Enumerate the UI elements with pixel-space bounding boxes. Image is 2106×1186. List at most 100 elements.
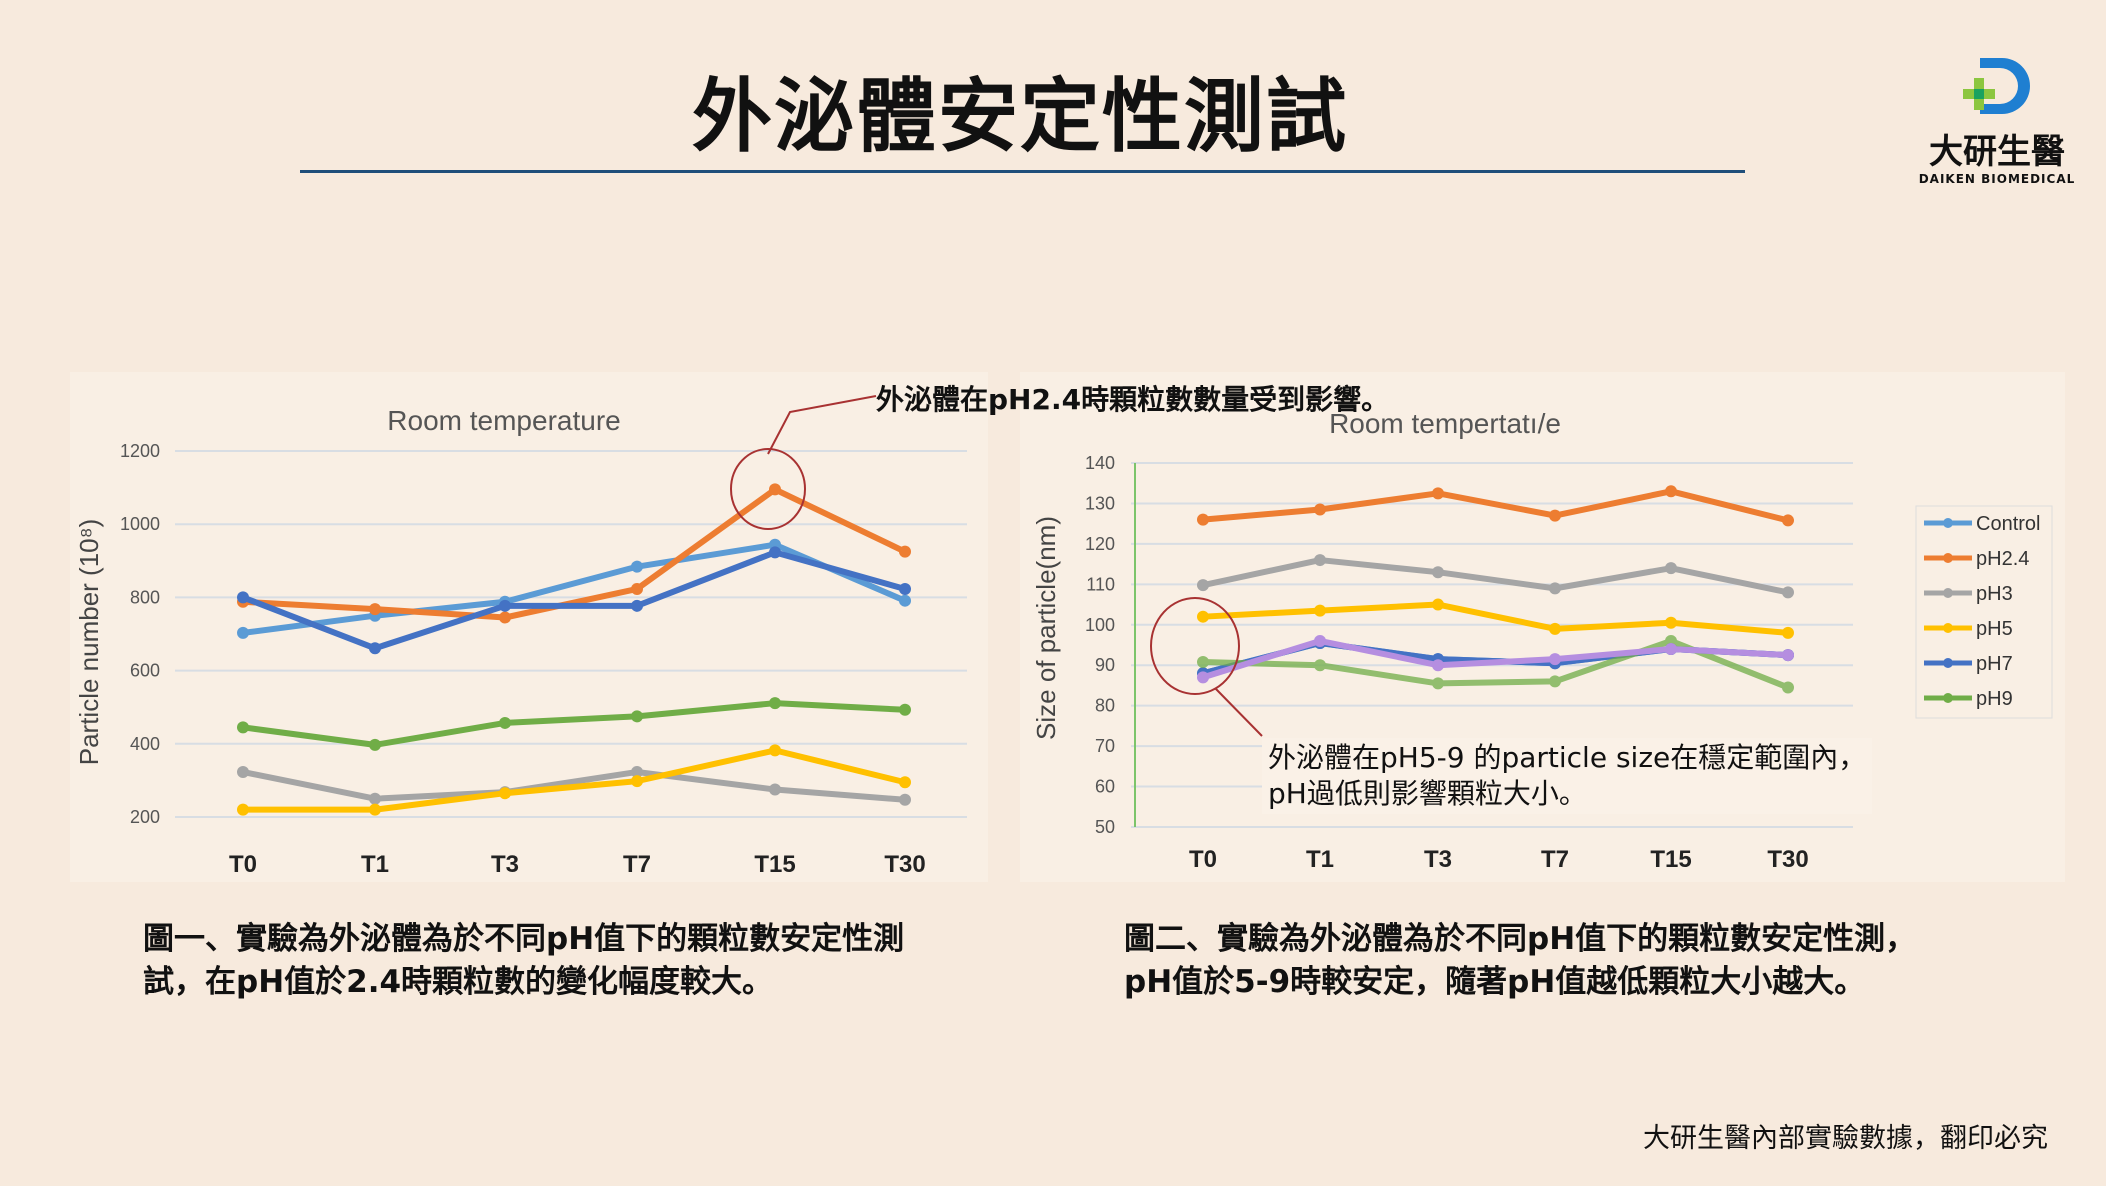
logo-name-en: DAIKEN BIOMEDICAL xyxy=(1918,172,2076,186)
page-title: 外泌體安定性測試 xyxy=(692,70,1348,163)
data-point xyxy=(769,744,781,757)
x-tick-label: T30 xyxy=(1767,846,1808,873)
data-point xyxy=(631,582,643,595)
particle-number-chart: 200 400 600 800 1000 1200 T0 T1 T3 T7 T15 T30 Room t… xyxy=(74,405,967,878)
data-point xyxy=(237,626,249,639)
series-line xyxy=(1202,557,1789,596)
y-tick-label: 1000 xyxy=(120,514,160,534)
data-point xyxy=(1314,604,1326,617)
y-tick-label: 70 xyxy=(1095,736,1115,756)
data-point xyxy=(1665,562,1677,575)
x-tick-label: T7 xyxy=(1541,846,1569,873)
caption-left: 圖一、實驗為外泌體為於不同pH值下的顆粒數安定性測 試，在pH值於2.4時顆粒數… xyxy=(143,918,904,1004)
x-tick-label: T0 xyxy=(1189,846,1217,873)
data-point xyxy=(769,783,781,796)
y-tick-label: 120 xyxy=(1085,534,1115,554)
series-ph7 xyxy=(1197,636,1794,680)
data-point xyxy=(769,697,781,710)
data-point xyxy=(369,642,381,655)
caption-right: 圖二、實驗為外泌體為於不同pH值下的顆粒數安定性測， pH值於5-9時較安定，隨… xyxy=(1124,918,1916,1004)
data-point xyxy=(1782,626,1794,639)
y-tick-label: 100 xyxy=(1085,615,1115,635)
logo-name-cn: 大研生醫 xyxy=(1929,132,2065,172)
data-point xyxy=(499,611,511,624)
x-tick-label: T0 xyxy=(229,851,257,878)
data-point xyxy=(899,776,911,789)
data-point xyxy=(1665,643,1677,656)
data-point xyxy=(1197,610,1209,623)
legend-label: pH7 xyxy=(1976,653,2013,675)
data-point xyxy=(899,582,911,595)
data-point xyxy=(631,775,643,788)
y-tick-label: 110 xyxy=(1086,574,1115,594)
data-point xyxy=(631,710,643,723)
legend-label: pH9 xyxy=(1976,688,2013,710)
y-tick-label: 60 xyxy=(1095,777,1115,797)
series-line xyxy=(242,541,907,636)
series-line xyxy=(241,549,906,652)
chart-title: Room temperature xyxy=(387,405,620,436)
data-point xyxy=(1314,634,1326,647)
series-line xyxy=(1202,637,1789,681)
copyright-footer: 大研生醫內部實驗數據，翻印必究 xyxy=(1643,1123,2048,1154)
data-point xyxy=(237,803,249,816)
data-point xyxy=(899,703,911,716)
legend-label: pH5 xyxy=(1976,618,2013,640)
data-point xyxy=(1549,509,1561,522)
data-point xyxy=(1549,653,1561,666)
series-ph5 xyxy=(237,744,911,816)
caption-left-line2: 試，在pH值於2.4時顆粒數的變化幅度較大。 xyxy=(143,964,774,1000)
y-tick-label: 600 xyxy=(130,661,160,681)
legend-marker xyxy=(1943,518,1953,528)
series-line xyxy=(243,747,906,813)
callout-line xyxy=(767,395,877,455)
highlight-circle xyxy=(1150,597,1240,695)
data-point xyxy=(1782,586,1794,599)
series-ph3 xyxy=(1197,554,1794,599)
legend-label: Control xyxy=(1976,513,2040,535)
y-tick-label: 1200 xyxy=(120,441,160,461)
y-tick-label: 130 xyxy=(1085,493,1115,513)
data-point xyxy=(1549,622,1561,635)
x-tick-label: T15 xyxy=(1650,846,1691,873)
data-point xyxy=(237,765,249,778)
data-point xyxy=(769,546,781,559)
legend-label: pH3 xyxy=(1976,583,2013,605)
legend-marker xyxy=(1943,658,1953,668)
data-point xyxy=(1197,513,1209,526)
y-axis-title: Particle number (10⁸) xyxy=(74,519,104,766)
callout-line xyxy=(1214,687,1263,737)
series-ph9 xyxy=(237,697,911,751)
highlight-circle xyxy=(730,448,806,530)
series-control xyxy=(237,538,911,639)
caption-right-line1: 圖二、實驗為外泌體為於不同pH值下的顆粒數安定性測， xyxy=(1124,921,1917,957)
annotation-right-line1: 外泌體在pH5-9 的particle size在穩定範圍內， xyxy=(1268,741,1867,774)
particle-size-chart: 50 60 70 80 90 100 110 120 130 140 T0 T1 T3 T7 T15 T30 R… xyxy=(1031,408,2053,873)
caption-left-line1: 圖一、實驗為外泌體為於不同pH值下的顆粒數安定性測 xyxy=(143,921,905,957)
y-tick-label: 80 xyxy=(1095,696,1115,716)
series-line xyxy=(242,700,906,748)
annotation-left-callout xyxy=(730,395,877,530)
y-axis-title: Size of particle(nm) xyxy=(1031,516,1061,740)
y-tick-label: 400 xyxy=(130,734,160,754)
data-point xyxy=(899,594,911,607)
annotation-right: 外泌體在pH5-9 的particle size在穩定範圍內， pH過低則影響顆… xyxy=(1262,738,1873,814)
data-point xyxy=(369,603,381,616)
chart-title: Room tempertatı/e xyxy=(1329,408,1561,439)
data-point xyxy=(369,792,381,805)
data-point xyxy=(1314,503,1326,516)
series-ph3 xyxy=(237,765,911,806)
data-point xyxy=(631,765,643,778)
data-point xyxy=(1197,655,1209,668)
series-line xyxy=(1202,601,1789,636)
data-point xyxy=(1549,675,1561,688)
series-line xyxy=(242,768,906,803)
data-point xyxy=(237,591,249,604)
y-tick-label: 90 xyxy=(1095,655,1115,675)
data-point xyxy=(1432,659,1444,672)
legend: Control pH2.4 pH3 pH5 pH7 pH9 xyxy=(1915,505,2053,719)
y-tick-label: 50 xyxy=(1095,817,1115,837)
x-tick-label: T3 xyxy=(491,851,519,878)
series-ph24 xyxy=(1197,485,1794,527)
x-tick-label: T7 xyxy=(623,851,651,878)
